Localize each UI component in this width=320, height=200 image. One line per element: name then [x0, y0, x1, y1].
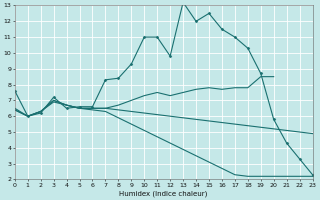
X-axis label: Humidex (Indice chaleur): Humidex (Indice chaleur)	[119, 190, 208, 197]
